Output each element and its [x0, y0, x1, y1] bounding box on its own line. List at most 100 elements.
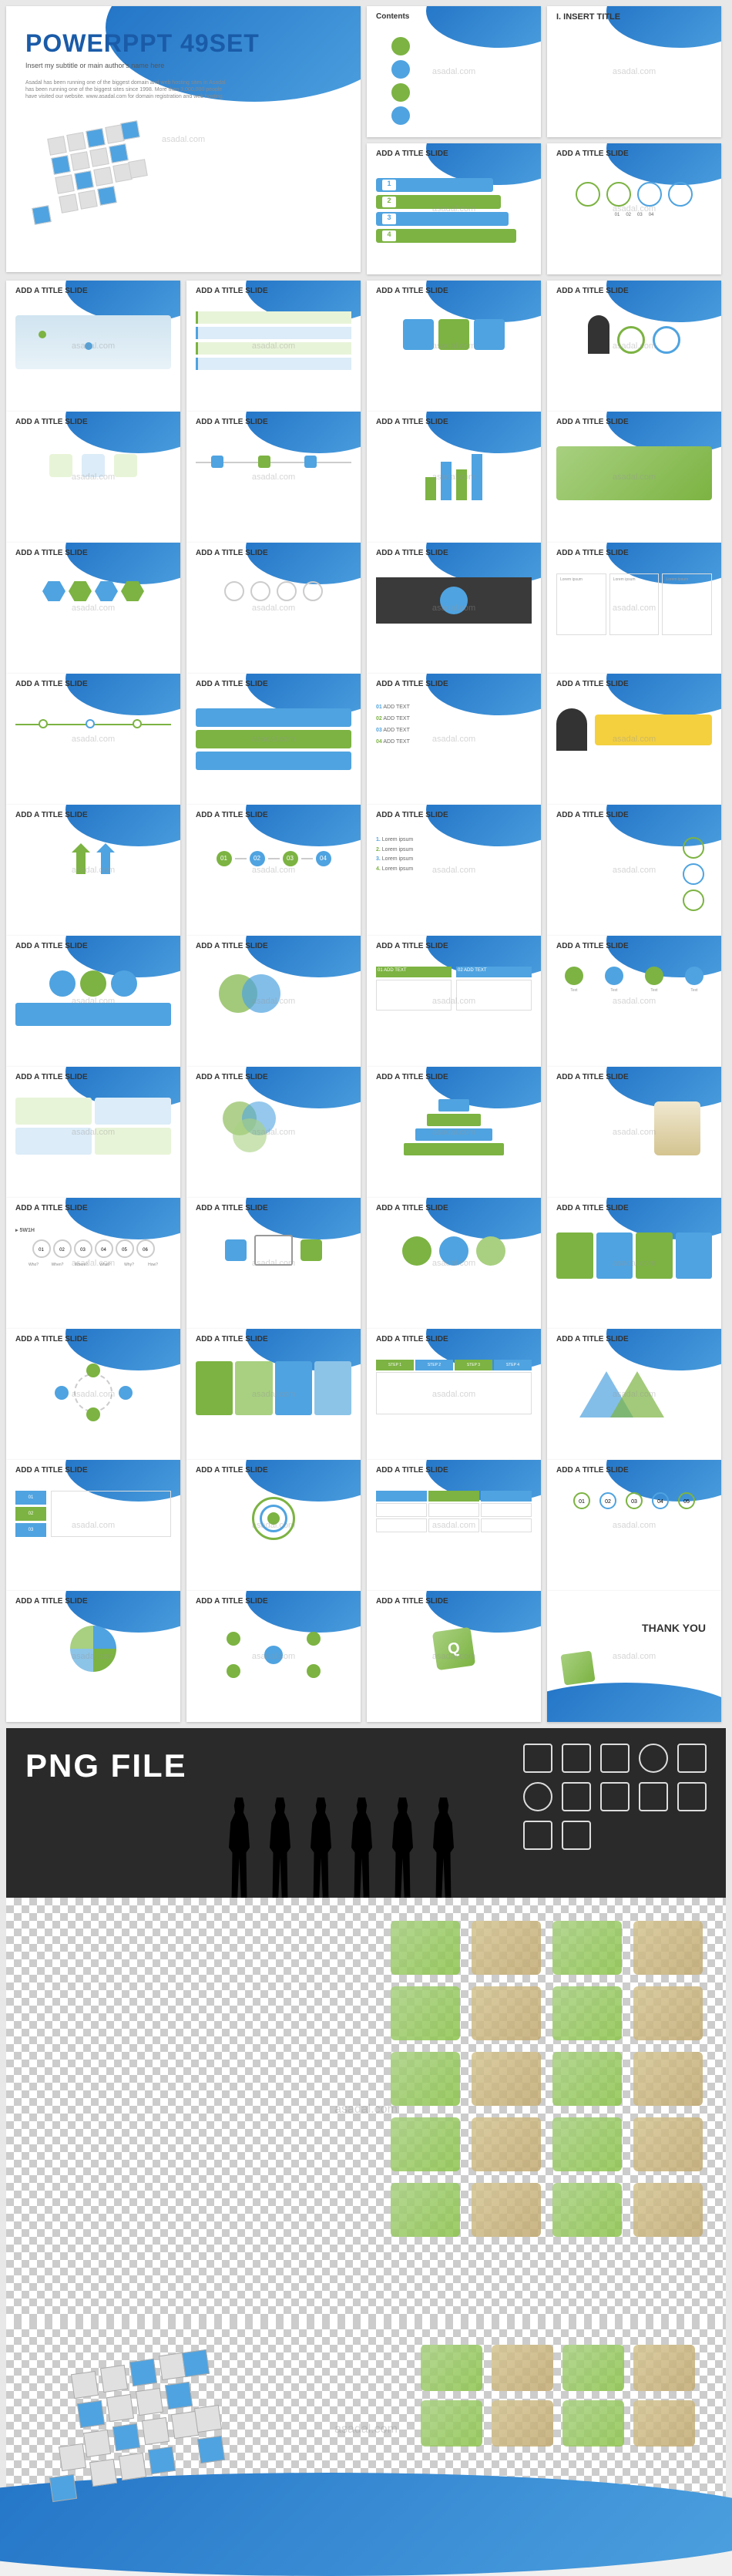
template-slide[interactable]: ADD A TITLE SLIDE010203asadal.com	[6, 1460, 180, 1591]
template-slide[interactable]: ADD A TITLE SLIDEasadal.com	[6, 1329, 180, 1460]
slide-title: ADD A TITLE SLIDE	[15, 549, 88, 557]
insert-title-slide[interactable]: I. INSERT TITLE asadal.com	[547, 6, 721, 137]
share-icon	[523, 1821, 552, 1850]
row-11: ADD A TITLE SLIDEasadal.comADD A TITLE S…	[6, 1329, 726, 1460]
slide-title: ADD A TITLE SLIDE	[376, 150, 448, 158]
template-slide[interactable]: ADD A TITLE SLIDEasadal.com	[186, 1460, 361, 1591]
template-slide[interactable]: ADD A TITLE SLIDE01 ADD TEXT02 ADD TEXT0…	[367, 674, 541, 805]
template-slide[interactable]: ADD A TITLE SLIDEasadal.com	[186, 543, 361, 674]
contents-slide[interactable]: Contents asadal.com	[367, 6, 541, 137]
template-slide[interactable]: ADD A TITLE SLIDEasadal.com	[186, 1591, 361, 1722]
slide-body	[376, 1483, 532, 1582]
clipart-item	[391, 2183, 460, 2237]
template-slide[interactable]: ADD A TITLE SLIDEasadal.com	[547, 281, 721, 412]
template-slide[interactable]: ADD A TITLE SLIDEasadal.com	[367, 281, 541, 412]
slide-title: ADD A TITLE SLIDE	[196, 1597, 268, 1606]
slide-title: ADD A TITLE SLIDE	[556, 287, 629, 295]
thumb-icon	[562, 1821, 591, 1850]
qa-cube	[560, 1650, 595, 1685]
cube-graphic-large	[45, 2345, 260, 2514]
slide-body	[15, 697, 171, 795]
png-file-section: PNG FILE	[6, 1728, 726, 2537]
template-slide[interactable]: ADD A TITLE SLIDEasadal.com	[6, 936, 180, 1067]
slide-body	[15, 1090, 171, 1189]
template-slide[interactable]: ADD A TITLE SLIDEasadal.com	[6, 1067, 180, 1198]
png-title: PNG FILE	[25, 1747, 187, 1784]
watermark: asadal.com	[162, 135, 205, 144]
watermark: asadal.com	[613, 1652, 656, 1661]
clipart-item	[472, 1986, 541, 2040]
template-slide[interactable]: ADD A TITLE SLIDEasadal.com	[6, 543, 180, 674]
slide-title: ADD A TITLE SLIDE	[556, 811, 629, 819]
clipart-item	[633, 1921, 703, 1975]
slide-body	[196, 1221, 351, 1320]
template-slide[interactable]: ADD A TITLE SLIDEasadal.com	[367, 543, 541, 674]
slide-title: ADD A TITLE SLIDE	[556, 1204, 629, 1212]
template-slide[interactable]: ADD A TITLE SLIDELorem ipsumLorem ipsumL…	[547, 543, 721, 674]
template-slide[interactable]: ADD A TITLE SLIDEasadal.com	[6, 281, 180, 412]
template-slide[interactable]: ADD A TITLE SLIDEasadal.com	[547, 1067, 721, 1198]
decorative-curve	[547, 1683, 721, 1722]
template-slide[interactable]: ADD A TITLE SLIDE▸ 5W1H010203040506Who?W…	[6, 1198, 180, 1329]
slide-title: ADD A TITLE SLIDE	[376, 1466, 448, 1475]
slide-title: ADD A TITLE SLIDE	[376, 1597, 448, 1606]
slide-title: ADD A TITLE SLIDE	[376, 1335, 448, 1343]
template-slide[interactable]: ADD A TITLE SLIDEasadal.com	[186, 1198, 361, 1329]
template-slide[interactable]: ADD A TITLE SLIDETextTextTextTextasadal.…	[547, 936, 721, 1067]
slide-body	[376, 29, 532, 128]
flag-icon	[677, 1782, 707, 1811]
template-slide[interactable]: ADD A TITLE SLIDE01 ADD TEXT02 ADD TEXTa…	[367, 936, 541, 1067]
slide-body: 01020304	[556, 166, 712, 265]
play-icon	[562, 1744, 591, 1773]
template-slide[interactable]: ADD A TITLE SLIDEasadal.com	[367, 1198, 541, 1329]
template-slide[interactable]: ADD A TITLE SLIDE0102030405asadal.com	[547, 1460, 721, 1591]
slide-title: ADD A TITLE SLIDE	[196, 418, 268, 426]
template-slide[interactable]: ADD A TITLE SLIDEasadal.com	[6, 1591, 180, 1722]
slide-title: ADD A TITLE SLIDE	[556, 1466, 629, 1475]
template-slide[interactable]: ADD A TITLE SLIDEasadal.com	[547, 805, 721, 936]
slide-title: ADD A TITLE SLIDE	[376, 680, 448, 688]
template-slide[interactable]: ADD A TITLE SLIDEQasadal.com	[367, 1591, 541, 1722]
template-slide[interactable]: ADD A TITLE SLIDEasadal.com	[186, 936, 361, 1067]
template-slide[interactable]: ADD A TITLE SLIDEasadal.com	[547, 674, 721, 805]
slide-body: TextTextTextText	[556, 959, 712, 1058]
template-slide[interactable]: ADD A TITLE SLIDEasadal.com	[367, 1460, 541, 1591]
template-slide[interactable]: ADD A TITLE SLIDEasadal.com	[186, 674, 361, 805]
numbered-bars-slide[interactable]: ADD A TITLE SLIDE 1 2 3 4 asadal.com	[367, 143, 541, 274]
star-icon	[677, 1744, 707, 1773]
idea-icon	[639, 1744, 668, 1773]
template-slide[interactable]: ADD A TITLE SLIDEasadal.com	[547, 1329, 721, 1460]
decorative-curve	[616, 6, 721, 59]
clipart-item	[552, 2052, 622, 2106]
clipart-grid	[391, 1921, 703, 2237]
template-slide[interactable]: ADD A TITLE SLIDEasadal.com	[186, 1067, 361, 1198]
row-8: ADD A TITLE SLIDEasadal.comADD A TITLE S…	[6, 936, 726, 1067]
template-slide[interactable]: ADD A TITLE SLIDESTEP 1STEP 2STEP 3STEP …	[367, 1329, 541, 1460]
slide-body: 01 ADD TEXT02 ADD TEXT	[376, 959, 532, 1058]
globe-icon	[523, 1782, 552, 1811]
slide-title: ADD A TITLE SLIDE	[196, 1073, 268, 1081]
clipart-item	[633, 2052, 703, 2106]
slide-body	[196, 566, 351, 664]
template-slide[interactable]: THANK YOUasadal.com	[547, 1591, 721, 1722]
clipart-item	[633, 2183, 703, 2237]
template-slide[interactable]: ADD A TITLE SLIDE01020304asadal.com	[186, 805, 361, 936]
template-slide[interactable]: ADD A TITLE SLIDEasadal.com	[547, 412, 721, 543]
template-slide[interactable]: ADD A TITLE SLIDE1. Lorem ipsum2. Lorem …	[367, 805, 541, 936]
template-slide[interactable]: ADD A TITLE SLIDEasadal.com	[367, 412, 541, 543]
template-slide[interactable]: ADD A TITLE SLIDEasadal.com	[186, 281, 361, 412]
template-slide[interactable]: ADD A TITLE SLIDEasadal.com	[186, 412, 361, 543]
template-slide[interactable]: ADD A TITLE SLIDEasadal.com	[6, 412, 180, 543]
template-slide[interactable]: ADD A TITLE SLIDEasadal.com	[367, 1067, 541, 1198]
template-slide[interactable]: ADD A TITLE SLIDEasadal.com	[547, 1198, 721, 1329]
circles-slide[interactable]: ADD A TITLE SLIDE 01020304 asadal.com	[547, 143, 721, 274]
slide-body	[196, 1483, 351, 1582]
slide-title: ADD A TITLE SLIDE	[196, 287, 268, 295]
clipart-item	[472, 2183, 541, 2237]
slide-title: ADD A TITLE SLIDE	[376, 418, 448, 426]
template-slide[interactable]: ADD A TITLE SLIDEasadal.com	[186, 1329, 361, 1460]
slide-title: ADD A TITLE SLIDE	[15, 942, 88, 950]
hero-slide[interactable]: POWERPPT 49SET Insert my subtitle or mai…	[6, 6, 361, 272]
template-slide[interactable]: ADD A TITLE SLIDEasadal.com	[6, 805, 180, 936]
template-slide[interactable]: ADD A TITLE SLIDEasadal.com	[6, 674, 180, 805]
